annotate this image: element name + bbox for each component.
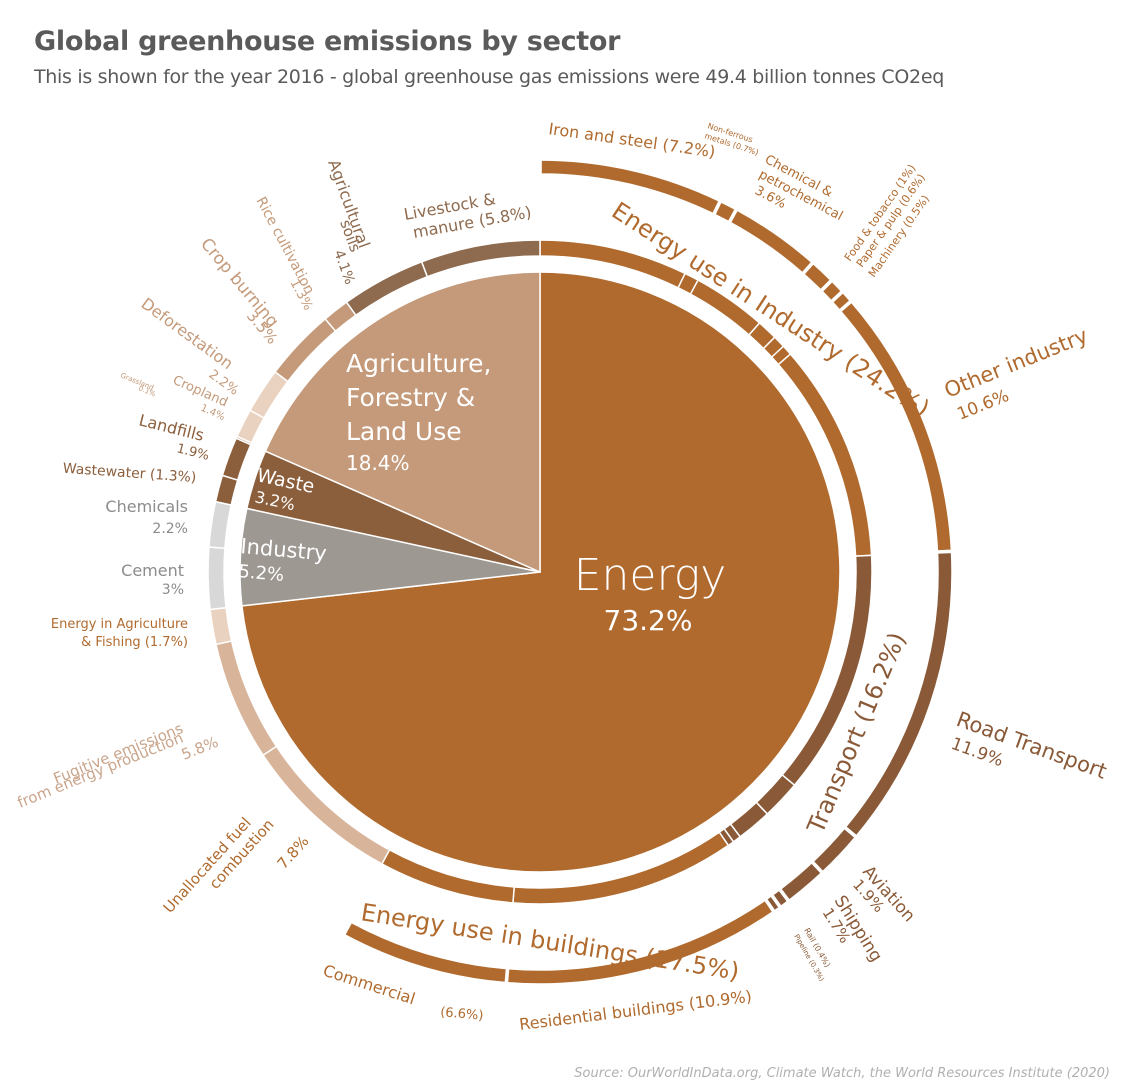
label-commercial: Commercial: [321, 961, 418, 1009]
outer-ring-road-transport: [844, 551, 953, 837]
label-agsoils-3: 4.1%: [330, 248, 357, 287]
label-fugitive-3: 5.8%: [179, 733, 221, 764]
outer-ring-shipping: [779, 861, 823, 902]
label-fugitive-2: from energy production: [15, 729, 186, 812]
ring-energy-in-agriculture-fishing: [209, 606, 233, 646]
outer-ring-food-tobacco: [802, 262, 832, 291]
label-other-industry-1: Other industry: [941, 323, 1091, 402]
outer-rings: [207, 159, 953, 985]
label-cement-2: 3%: [162, 582, 184, 598]
outer-ring-commercial: [343, 921, 508, 984]
outer-ring-aviation: [812, 827, 857, 873]
outer-ring-paper-pulp: [821, 280, 843, 302]
label-cropburn-1: Crop burning: [196, 234, 282, 331]
label-landfills-1: Landfills: [137, 410, 206, 444]
label-iron-steel: Iron and steel (7.2%): [547, 119, 716, 161]
ring-landfills: [221, 437, 252, 481]
label-commercial-pct: (6.6%): [440, 1005, 484, 1024]
label-deforestation-1: Deforestation: [138, 294, 237, 373]
label-chemicals-2: 2.2%: [152, 521, 188, 537]
label-wastewater: Wastewater (1.3%): [62, 461, 197, 486]
label-agfish-1: Energy in Agriculture: [51, 617, 188, 632]
agri-label-line2: Forestry &: [346, 383, 475, 412]
label-cement-1: Cement: [121, 561, 184, 580]
pie-slice-agriculture-forestry-land-use: [264, 271, 541, 574]
industry-pct: 5.2%: [238, 561, 285, 586]
ring-livestock-manure: [420, 239, 541, 278]
ring-wastewater: [214, 474, 239, 506]
pie-slices: [239, 271, 841, 873]
label-grassland-2: 0.1%: [137, 384, 157, 398]
label-residential: Residential buildings (10.9%): [518, 987, 753, 1034]
outer-ring-non-ferrous-metals: [713, 200, 737, 223]
source-note: Source: OurWorldInData.org, Climate Watc…: [574, 1066, 1110, 1081]
agri-label-line3: Land Use: [346, 417, 462, 446]
ring-chemicals: [208, 500, 233, 550]
pie-slice-energy: [241, 271, 841, 873]
outer-ring-residential-buildings: [506, 899, 774, 985]
energy-label: Energy: [574, 550, 727, 601]
outer-ring-chemical-petrochemical: [729, 209, 813, 274]
label-agfish-2: & Fishing (1.7%): [81, 635, 188, 650]
outer-ring-pipeline: [765, 895, 781, 912]
agri-pct: 18.4%: [346, 451, 410, 475]
energy-pct: 73.2%: [604, 604, 693, 637]
label-unallocated-3: 7.8%: [274, 832, 313, 872]
outer-ring-rail: [771, 889, 789, 908]
outer-ring-other-industry: [839, 301, 953, 552]
label-landfills-2: 1.9%: [175, 441, 211, 464]
chart-title: Global greenhouse emissions by sector: [34, 26, 621, 57]
agri-label-line1: Agriculture,: [346, 349, 491, 378]
chart-subtitle: This is shown for the year 2016 - global…: [34, 66, 944, 88]
ring-deforestation: [249, 370, 289, 420]
outer-ring-machinery: [831, 291, 852, 311]
outer-ring-iron-and-steel: [540, 159, 721, 215]
label-rice-1: Rice cultivation: [252, 194, 317, 297]
label-chemicals-1: Chemicals: [105, 497, 188, 516]
ring-cement: [207, 546, 227, 611]
